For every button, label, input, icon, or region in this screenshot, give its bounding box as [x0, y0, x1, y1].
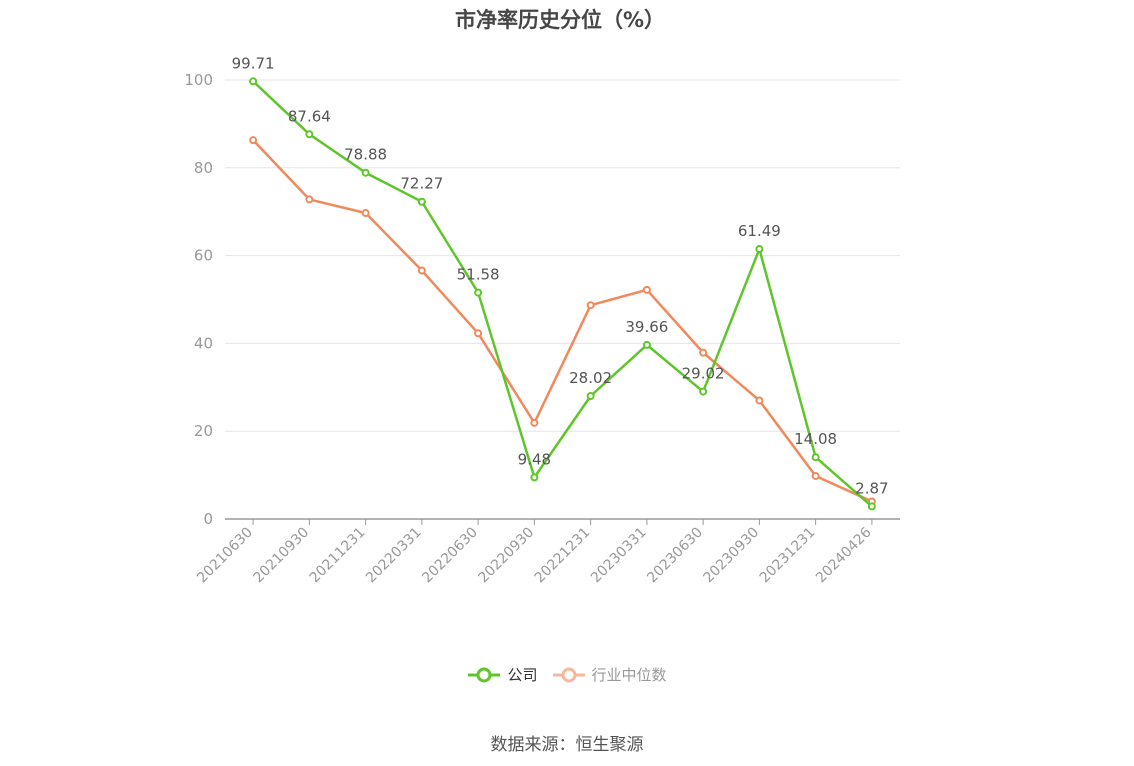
legend-label-company: 公司	[507, 666, 538, 684]
data-label: 61.49	[738, 222, 781, 240]
x-tick-label: 20230630	[644, 525, 706, 587]
industry-median-data-point	[305, 195, 314, 204]
x-tick-label: 20240426	[813, 524, 875, 586]
company-data-point	[586, 391, 595, 400]
data-label: 2.87	[855, 479, 888, 497]
data-label: 14.08	[794, 430, 837, 448]
data-label: 9.48	[518, 450, 551, 468]
industry-median-data-point	[586, 301, 595, 310]
chart-title: 市净率历史分位（%）	[454, 8, 666, 32]
series-layer	[249, 77, 876, 511]
x-tick-label: 20220630	[419, 525, 481, 587]
x-tick-label: 20220930	[475, 525, 537, 587]
industry-median-data-point	[417, 266, 426, 275]
data-label: 39.66	[625, 318, 668, 336]
company-data-point	[474, 288, 483, 297]
data-label: 72.27	[400, 175, 443, 193]
legend-label-industry-median: 行业中位数	[591, 666, 667, 684]
x-tick-label: 20210630	[194, 525, 256, 587]
data-label: 99.71	[232, 54, 275, 72]
company-data-point	[642, 340, 651, 349]
x-tick-label: 20231231	[757, 525, 819, 587]
data-label: 78.88	[344, 146, 387, 164]
y-tick-label: 40	[194, 334, 213, 352]
legend: 公司 行业中位数	[0, 664, 1134, 685]
x-tick-label: 20230930	[700, 525, 762, 587]
x-tick-label: 20210930	[250, 525, 312, 587]
company-data-point	[249, 77, 258, 86]
y-tick-label: 20	[194, 422, 213, 440]
axis-layer: 0204060801002021063020210930202112312022…	[184, 71, 900, 586]
industry-median-data-point	[755, 396, 764, 405]
x-tick-label: 20211231	[307, 525, 369, 587]
industry-median-data-point	[530, 418, 539, 427]
company-data-point	[811, 453, 820, 462]
industry-median-data-point	[699, 348, 708, 357]
industry-median-data-point	[249, 136, 258, 145]
industry-median-data-point	[361, 209, 370, 218]
industry-median-data-point	[642, 285, 651, 294]
y-tick-label: 60	[194, 247, 213, 265]
legend-item-company[interactable]: 公司	[467, 664, 538, 685]
grid-layer	[225, 79, 900, 432]
company-data-point	[867, 502, 876, 511]
legend-item-industry-median[interactable]: 行业中位数	[552, 664, 667, 685]
legend-line-marker-icon	[468, 667, 501, 682]
y-tick-label: 0	[203, 510, 213, 528]
company-data-point	[305, 130, 314, 139]
data-label: 28.02	[569, 369, 612, 387]
company-data-point	[755, 245, 764, 254]
data-label: 51.58	[457, 266, 500, 284]
y-tick-label: 100	[184, 71, 213, 89]
industry-median-data-point	[474, 329, 483, 338]
company-data-point	[699, 387, 708, 396]
legend-line-marker-icon	[552, 667, 585, 682]
x-tick-label: 20221231	[532, 525, 594, 587]
industry-median-series-line	[252, 139, 873, 503]
x-tick-label: 20230331	[588, 525, 650, 587]
y-tick-label: 80	[194, 159, 213, 177]
industry-median-data-point	[811, 471, 820, 480]
x-tick-label: 20220331	[363, 525, 425, 587]
data-label-layer: 99.71 87.64 78.88 72.27 51.58 9.48 28.02 39.66 2…	[232, 54, 889, 497]
company-data-point	[417, 197, 426, 206]
company-series-line	[252, 80, 873, 508]
data-label: 29.02	[682, 365, 725, 383]
company-data-point	[361, 168, 370, 177]
data-label: 87.64	[288, 107, 331, 125]
source-note: 数据来源：恒生聚源	[490, 735, 644, 755]
company-data-point	[530, 473, 539, 482]
